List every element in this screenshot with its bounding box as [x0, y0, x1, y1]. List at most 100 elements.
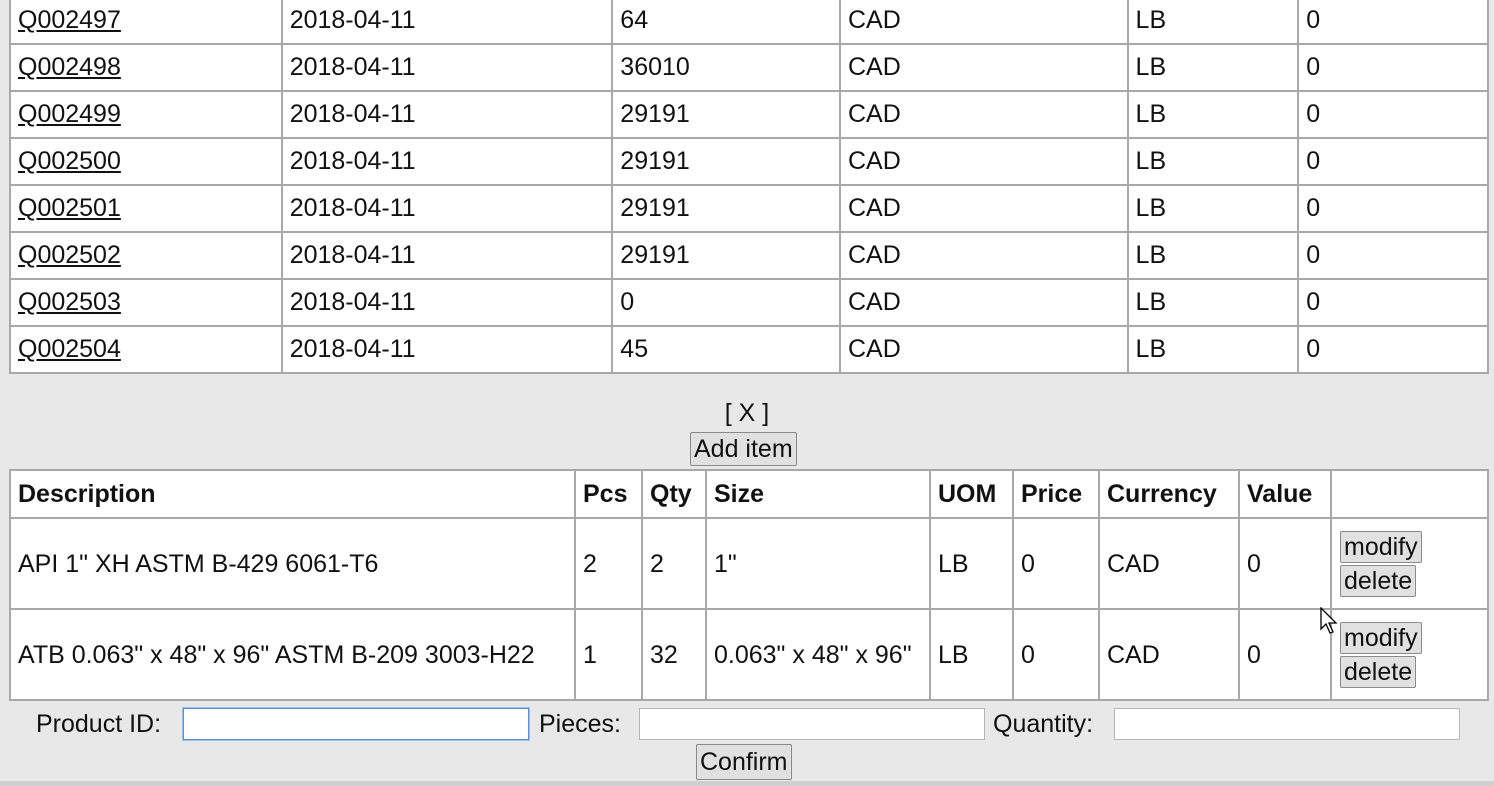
quote-id-cell: Q002498	[9, 43, 283, 92]
quote-currency: CAD	[839, 325, 1129, 374]
quote-value: 0	[1297, 231, 1489, 280]
table-row: Q002501 2018-04-11 29191 CAD LB 0	[9, 184, 1489, 233]
quote-currency: CAD	[839, 0, 1129, 45]
item-price: 0	[1012, 517, 1100, 610]
quote-id-cell: Q002504	[9, 325, 283, 374]
items-table: Description Pcs Qty Size UOM Price Curre…	[9, 469, 1489, 701]
quote-link[interactable]: Q002498	[18, 53, 121, 81]
quote-id-cell: Q002499	[9, 90, 283, 139]
quote-uom: LB	[1126, 184, 1300, 233]
quote-weight: 64	[611, 0, 841, 45]
quote-value: 0	[1297, 43, 1489, 92]
item-size: 1"	[705, 517, 931, 610]
quote-weight: 29191	[611, 137, 841, 186]
quote-link[interactable]: Q002497	[18, 6, 121, 34]
item-actions: modify delete	[1330, 517, 1489, 610]
quote-date: 2018-04-11	[280, 325, 614, 374]
quantity-input[interactable]	[1114, 708, 1460, 740]
modify-button[interactable]: modify	[1340, 621, 1422, 654]
item-value: 0	[1238, 608, 1332, 701]
quantity-label: Quantity:	[993, 710, 1094, 738]
item-description: API 1" XH ASTM B-429 6061-T6	[9, 517, 576, 610]
bottom-edge	[0, 781, 1494, 786]
item-qty: 2	[641, 517, 707, 610]
quote-value: 0	[1297, 90, 1489, 139]
quote-currency: CAD	[839, 278, 1129, 327]
quote-weight: 0	[611, 278, 841, 327]
quote-id-cell: Q002500	[9, 137, 283, 186]
quote-uom: LB	[1126, 0, 1300, 45]
quote-id-cell: Q002501	[9, 184, 283, 233]
quote-value: 0	[1297, 137, 1489, 186]
quote-weight: 29191	[611, 90, 841, 139]
table-row: Q002500 2018-04-11 29191 CAD LB 0	[9, 137, 1489, 186]
item-description: ATB 0.063" x 48" x 96" ASTM B-209 3003-H…	[9, 608, 576, 701]
quote-uom: LB	[1126, 325, 1300, 374]
quote-weight: 29191	[611, 184, 841, 233]
quote-link[interactable]: Q002501	[18, 194, 121, 222]
table-row: Q002503 2018-04-11 0 CAD LB 0	[9, 278, 1489, 327]
quote-id-cell: Q002497	[9, 0, 283, 45]
quote-id-cell: Q002503	[9, 278, 283, 327]
confirm-button[interactable]: Confirm	[696, 744, 792, 780]
delete-button[interactable]: delete	[1340, 564, 1417, 597]
header-size: Size	[705, 469, 931, 519]
header-qty: Qty	[641, 469, 707, 519]
item-uom: LB	[929, 608, 1014, 701]
modify-button[interactable]: modify	[1340, 530, 1422, 563]
add-item-button[interactable]: Add item	[690, 432, 797, 466]
items-header-row: Description Pcs Qty Size UOM Price Curre…	[9, 469, 1489, 519]
quote-weight: 29191	[611, 231, 841, 280]
mouse-cursor-icon	[1320, 607, 1338, 634]
header-price: Price	[1012, 469, 1100, 519]
quote-link[interactable]: Q002503	[18, 288, 121, 316]
quote-currency: CAD	[839, 43, 1129, 92]
quotes-table-body: Q002497 2018-04-11 64 CAD LB 0 Q002498 2…	[9, 0, 1489, 374]
delete-button[interactable]: delete	[1340, 655, 1417, 688]
quotes-table: Q002497 2018-04-11 64 CAD LB 0 Q002498 2…	[9, 0, 1489, 374]
item-value: 0	[1238, 517, 1332, 610]
header-description: Description	[9, 469, 576, 519]
quote-uom: LB	[1126, 43, 1300, 92]
quote-link[interactable]: Q002499	[18, 100, 121, 128]
quote-value: 0	[1297, 184, 1489, 233]
pieces-input[interactable]	[639, 708, 985, 740]
quote-date: 2018-04-11	[280, 184, 614, 233]
quote-uom: LB	[1126, 137, 1300, 186]
quote-date: 2018-04-11	[280, 43, 614, 92]
item-pcs: 1	[574, 608, 643, 701]
quote-currency: CAD	[839, 231, 1129, 280]
item-price: 0	[1012, 608, 1100, 701]
quote-currency: CAD	[839, 137, 1129, 186]
item-uom: LB	[929, 517, 1014, 610]
item-row: API 1" XH ASTM B-429 6061-T6 2 2 1" LB 0…	[9, 517, 1489, 610]
product-id-input[interactable]	[183, 708, 529, 740]
quote-link[interactable]: Q002502	[18, 241, 121, 269]
quote-value: 0	[1297, 0, 1489, 45]
quote-link[interactable]: Q002500	[18, 147, 121, 175]
header-value: Value	[1238, 469, 1332, 519]
item-size: 0.063" x 48" x 96"	[705, 608, 931, 701]
quote-value: 0	[1297, 325, 1489, 374]
quote-uom: LB	[1126, 231, 1300, 280]
product-id-label: Product ID:	[36, 710, 162, 738]
quote-link[interactable]: Q002504	[18, 335, 121, 363]
quote-date: 2018-04-11	[280, 90, 614, 139]
item-currency: CAD	[1098, 517, 1240, 610]
quote-currency: CAD	[839, 184, 1129, 233]
header-actions	[1330, 469, 1489, 519]
quote-uom: LB	[1126, 278, 1300, 327]
quote-weight: 36010	[611, 43, 841, 92]
table-row: Q002497 2018-04-11 64 CAD LB 0	[9, 0, 1489, 45]
close-link[interactable]: [ X ]	[724, 399, 770, 427]
pieces-label: Pieces:	[539, 710, 621, 738]
quote-value: 0	[1297, 278, 1489, 327]
add-product-form: Product ID: Pieces: Quantity:	[0, 706, 1494, 746]
table-row: Q002499 2018-04-11 29191 CAD LB 0	[9, 90, 1489, 139]
quote-uom: LB	[1126, 90, 1300, 139]
quote-date: 2018-04-11	[280, 231, 614, 280]
header-pcs: Pcs	[574, 469, 643, 519]
item-pcs: 2	[574, 517, 643, 610]
table-row: Q002504 2018-04-11 45 CAD LB 0	[9, 325, 1489, 374]
